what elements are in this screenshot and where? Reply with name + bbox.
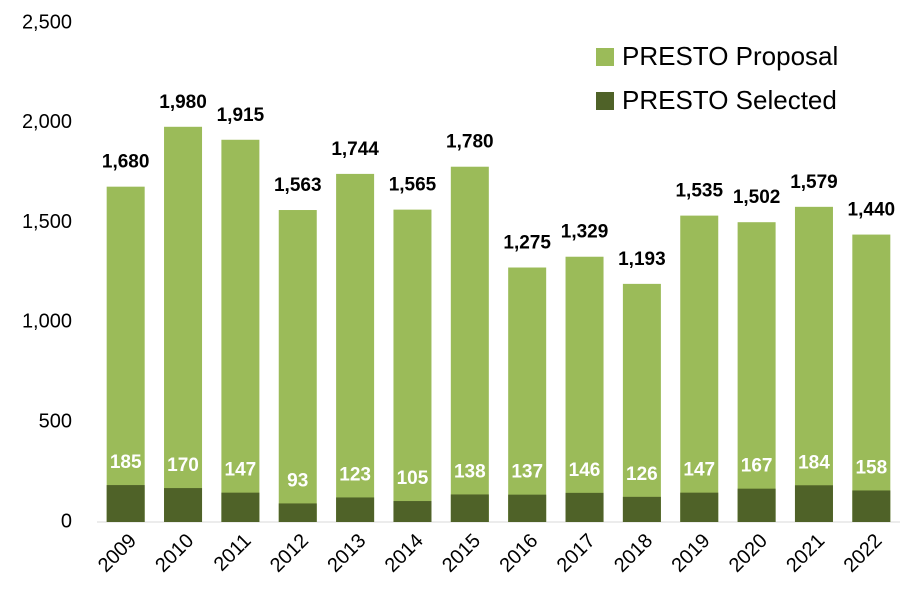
data-label: 158 — [855, 457, 887, 478]
bar — [450, 494, 489, 522]
data-label: 147 — [683, 460, 715, 481]
bar — [393, 209, 432, 522]
bar — [508, 267, 547, 522]
bar — [737, 488, 776, 522]
data-label: 1,680 — [102, 152, 150, 173]
x-tick-label: 2010 — [151, 530, 198, 577]
bar — [565, 256, 604, 522]
y-tick-label: 1,500 — [22, 211, 72, 233]
y-tick-label: 2,000 — [22, 111, 72, 133]
y-tick-label: 2,500 — [22, 11, 72, 33]
data-label: 1,915 — [217, 105, 265, 126]
y-tick-label: 500 — [39, 410, 72, 432]
x-tick-label: 2020 — [725, 530, 772, 577]
bar — [164, 488, 203, 522]
data-label: 123 — [339, 464, 371, 485]
bar — [106, 485, 145, 522]
data-label: 126 — [626, 464, 658, 485]
bar — [221, 139, 260, 523]
bar — [794, 485, 833, 522]
bar — [680, 492, 719, 522]
bar — [622, 496, 661, 522]
bar — [565, 492, 604, 522]
data-label: 1,565 — [389, 175, 437, 196]
data-label: 170 — [167, 455, 199, 476]
bar — [794, 206, 833, 522]
data-label: 137 — [511, 462, 543, 483]
data-label: 184 — [798, 452, 830, 473]
legend-label: PRESTO Proposal — [622, 41, 838, 71]
data-label: 93 — [287, 470, 308, 491]
legend-label: PRESTO Selected — [622, 85, 837, 115]
data-label: 146 — [569, 460, 601, 481]
bar — [508, 494, 547, 522]
bar — [336, 173, 375, 523]
bar — [737, 222, 776, 522]
x-tick-label: 2015 — [438, 530, 485, 577]
y-tick-label: 1,000 — [22, 311, 72, 333]
data-label: 1,193 — [618, 249, 666, 270]
x-tick-label: 2016 — [495, 530, 542, 577]
data-label: 1,744 — [331, 139, 379, 160]
data-label: 1,579 — [790, 172, 838, 193]
data-label: 1,329 — [561, 222, 609, 243]
x-tick-label: 2011 — [210, 530, 256, 576]
bar — [336, 497, 375, 522]
data-label: 1,980 — [159, 92, 207, 113]
x-tick-label: 2014 — [381, 530, 428, 577]
x-tick-label: 2022 — [840, 530, 887, 577]
legend-swatch — [596, 48, 614, 66]
data-label: 138 — [454, 461, 486, 482]
data-label: 1,275 — [503, 233, 551, 254]
bar — [450, 166, 489, 522]
bar — [278, 503, 317, 522]
data-label: 185 — [110, 452, 142, 473]
bar — [393, 501, 432, 522]
x-tick-label: 2012 — [266, 530, 313, 577]
data-label: 1,535 — [675, 181, 723, 202]
bar — [106, 186, 145, 522]
x-tick-label: 2013 — [323, 530, 370, 577]
bar — [278, 210, 317, 522]
bar — [221, 492, 260, 522]
y-tick-label: 0 — [61, 510, 72, 532]
bar — [164, 126, 203, 523]
data-label: 167 — [741, 456, 773, 477]
data-label: 105 — [397, 468, 429, 489]
x-tick-label: 2018 — [610, 530, 657, 577]
bar — [852, 234, 891, 523]
data-label: 1,780 — [446, 132, 494, 153]
bar — [852, 490, 891, 522]
data-label: 1,563 — [274, 175, 322, 196]
x-tick-label: 2009 — [94, 530, 141, 577]
x-tick-label: 2021 — [782, 530, 829, 577]
bar — [622, 283, 661, 522]
x-tick-label: 2017 — [553, 530, 600, 577]
data-label: 1,502 — [733, 187, 781, 208]
x-tick-label: 2019 — [667, 530, 714, 577]
bar — [680, 215, 719, 522]
data-label: 147 — [225, 460, 257, 481]
legend-swatch — [596, 92, 614, 110]
data-label: 1,440 — [848, 200, 896, 221]
